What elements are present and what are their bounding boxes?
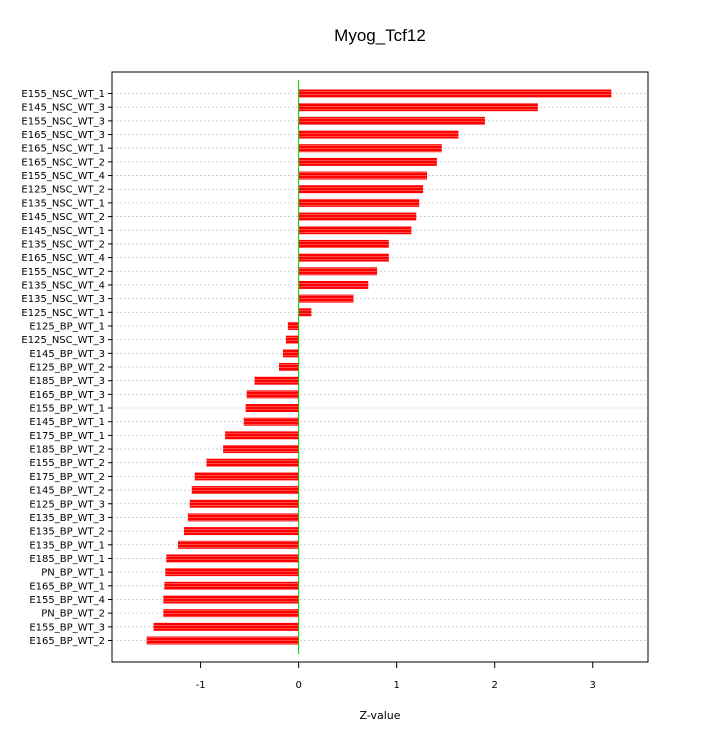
bar-E135_BP_WT_3 [187,513,299,522]
category-label: E125_BP_WT_1 [29,321,105,332]
category-label: E165_BP_WT_1 [29,581,105,592]
bar-PN_BP_WT_2 [163,609,299,618]
category-label: E135_BP_WT_2 [29,527,105,538]
bar-E145_BP_WT_2 [191,486,299,495]
bar-E155_NSC_WT_3 [298,116,485,125]
bar-E135_NSC_WT_3 [298,294,354,303]
bar-E125_BP_WT_3 [189,499,299,508]
bar-E125_NSC_WT_2 [298,185,424,194]
x-axis: -1 0 1 2 3 [196,662,596,691]
category-label: E125_BP_WT_3 [29,499,105,510]
bar-E145_NSC_WT_1 [298,226,412,235]
bar-E175_BP_WT_2 [194,472,299,481]
category-label: E145_NSC_WT_3 [21,103,105,114]
bar-E145_NSC_WT_3 [298,103,538,112]
bar-E125_BP_WT_1 [287,321,299,330]
bar-E145_BP_WT_3 [282,349,299,358]
category-label: PN_BP_WT_2 [41,609,105,620]
bar-E135_NSC_WT_1 [298,198,420,207]
category-label: E145_BP_WT_1 [29,417,105,428]
category-label: E135_NSC_WT_4 [21,280,105,291]
category-label: E155_NSC_WT_3 [21,116,105,127]
category-label: E125_BP_WT_2 [29,363,105,374]
bar-E185_BP_WT_1 [166,554,299,563]
category-label: E145_BP_WT_2 [29,486,105,497]
bar-E165_BP_WT_3 [246,390,299,399]
chart-title: Myog_Tcf12 [334,26,426,45]
bar-E145_NSC_WT_2 [298,212,417,221]
x-tick-label: 1 [393,680,399,691]
bar-E135_NSC_WT_4 [298,280,369,289]
category-label: E165_NSC_WT_1 [21,144,105,155]
bar-E155_BP_WT_4 [163,595,299,604]
category-label: E175_BP_WT_1 [29,431,105,442]
bar-E155_NSC_WT_2 [298,267,378,276]
category-label: E175_BP_WT_2 [29,472,105,483]
bar-E165_BP_WT_2 [146,636,299,645]
category-label: E135_NSC_WT_1 [21,198,105,209]
category-label: E165_NSC_WT_3 [21,130,105,141]
category-label: PN_BP_WT_1 [41,568,105,579]
category-label: E135_NSC_WT_2 [21,239,105,250]
bar-E165_NSC_WT_4 [298,253,389,262]
category-label: E155_NSC_WT_4 [21,171,105,182]
category-label: E155_NSC_WT_1 [21,89,105,100]
category-labels: E155_NSC_WT_1 E145_NSC_WT_3 E155_NSC_WT_3 E… [21,89,112,647]
category-label: E135_BP_WT_3 [29,513,105,524]
x-tick-label: 0 [295,680,301,691]
bar-E125_NSC_WT_3 [285,335,299,344]
category-label: E155_NSC_WT_2 [21,267,105,278]
bar-PN_BP_WT_1 [165,568,299,577]
category-label: E145_NSC_WT_1 [21,226,105,237]
x-tick-label: 2 [492,680,498,691]
category-label: E135_NSC_WT_3 [21,294,105,305]
category-label: E155_BP_WT_1 [29,404,105,415]
category-label: E165_NSC_WT_2 [21,157,105,168]
bar-E175_BP_WT_1 [225,431,299,440]
bar-E145_BP_WT_1 [243,417,299,426]
bars [146,89,612,645]
bar-E155_NSC_WT_1 [298,89,612,98]
category-label: E185_BP_WT_1 [29,554,105,565]
category-label: E165_BP_WT_3 [29,390,105,401]
x-tick-label: -1 [196,680,206,691]
category-label: E125_NSC_WT_1 [21,308,105,319]
category-label: E165_NSC_WT_4 [21,253,105,264]
bar-E155_BP_WT_2 [206,458,299,467]
x-tick-label: 3 [590,680,596,691]
bar-E135_NSC_WT_2 [298,239,389,248]
category-label: E155_BP_WT_3 [29,622,105,633]
bar-E135_BP_WT_2 [183,527,299,536]
bar-E135_BP_WT_1 [178,540,299,549]
bar-E125_BP_WT_2 [279,363,299,371]
bar-E155_BP_WT_1 [245,404,299,413]
category-label: E145_BP_WT_3 [29,349,105,360]
bar-E125_NSC_WT_1 [298,308,312,317]
category-label: E155_BP_WT_4 [29,595,105,606]
bar-E155_BP_WT_3 [153,622,299,631]
x-axis-label: Z-value [359,709,400,722]
bar-E165_BP_WT_1 [164,581,299,590]
category-label: E125_NSC_WT_3 [21,335,105,346]
category-label: E155_BP_WT_2 [29,458,105,469]
bar-E165_NSC_WT_2 [298,157,437,166]
category-label: E135_BP_WT_1 [29,540,105,551]
bar-E185_BP_WT_2 [223,445,299,454]
category-label: E185_BP_WT_2 [29,445,105,456]
bar-E165_NSC_WT_3 [298,130,459,139]
category-label: E185_BP_WT_3 [29,376,105,387]
bar-E155_NSC_WT_4 [298,171,428,180]
category-label: E145_NSC_WT_2 [21,212,105,223]
bar-E185_BP_WT_3 [254,376,299,385]
category-label: E165_BP_WT_2 [29,636,105,647]
bar-E165_NSC_WT_1 [298,144,442,153]
category-label: E125_NSC_WT_2 [21,185,105,196]
